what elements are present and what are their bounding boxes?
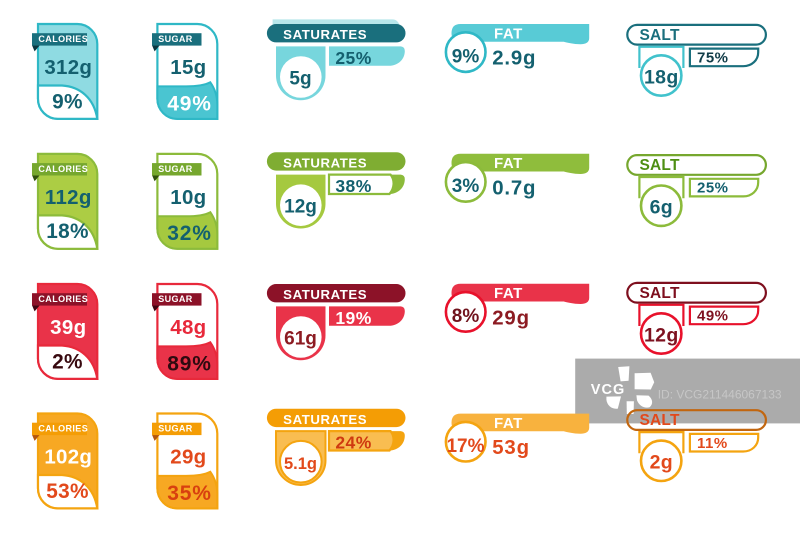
svg-text:35%: 35% bbox=[167, 482, 211, 505]
svg-text:312g: 312g bbox=[44, 56, 92, 79]
svg-text:5g: 5g bbox=[289, 69, 311, 90]
svg-text:12g: 12g bbox=[644, 324, 679, 346]
svg-text:11%: 11% bbox=[697, 435, 728, 452]
svg-text:61g: 61g bbox=[284, 329, 317, 350]
svg-text:SALT: SALT bbox=[640, 27, 680, 44]
svg-text:9%: 9% bbox=[52, 90, 83, 113]
svg-text:VCG: VCG bbox=[591, 382, 625, 398]
svg-text:ID: VCG211446067133: ID: VCG211446067133 bbox=[658, 388, 782, 402]
svg-text:2g: 2g bbox=[650, 452, 673, 474]
svg-text:2%: 2% bbox=[52, 350, 83, 373]
svg-text:CALORIES: CALORIES bbox=[38, 423, 88, 433]
svg-text:SUGAR: SUGAR bbox=[158, 423, 193, 433]
svg-text:0.7g: 0.7g bbox=[492, 177, 536, 199]
svg-text:SALT: SALT bbox=[640, 412, 680, 429]
svg-text:17%: 17% bbox=[446, 436, 484, 457]
svg-text:CALORIES: CALORIES bbox=[38, 294, 88, 304]
svg-text:18%: 18% bbox=[46, 220, 89, 243]
svg-text:CALORIES: CALORIES bbox=[38, 34, 88, 44]
svg-text:53g: 53g bbox=[492, 437, 530, 459]
svg-text:SUGAR: SUGAR bbox=[158, 164, 193, 174]
svg-text:24%: 24% bbox=[335, 433, 372, 453]
svg-text:38%: 38% bbox=[335, 176, 372, 196]
svg-text:SATURATES: SATURATES bbox=[283, 155, 367, 170]
svg-text:SALT: SALT bbox=[640, 157, 680, 174]
svg-text:89%: 89% bbox=[167, 352, 211, 375]
svg-text:SATURATES: SATURATES bbox=[283, 412, 367, 427]
svg-text:9%: 9% bbox=[452, 46, 480, 67]
svg-text:10g: 10g bbox=[170, 186, 206, 209]
svg-text:32%: 32% bbox=[167, 222, 211, 245]
svg-text:25%: 25% bbox=[335, 48, 372, 68]
svg-text:29g: 29g bbox=[492, 307, 530, 329]
svg-text:FAT: FAT bbox=[494, 155, 523, 172]
svg-text:2.9g: 2.9g bbox=[492, 48, 536, 70]
svg-text:SATURATES: SATURATES bbox=[283, 27, 367, 42]
svg-text:6g: 6g bbox=[650, 197, 673, 219]
svg-text:75%: 75% bbox=[697, 50, 729, 67]
svg-text:53%: 53% bbox=[46, 480, 89, 503]
svg-text:SUGAR: SUGAR bbox=[158, 34, 193, 44]
svg-text:FAT: FAT bbox=[494, 285, 523, 302]
svg-text:5.1g: 5.1g bbox=[284, 455, 317, 473]
svg-text:CALORIES: CALORIES bbox=[38, 164, 88, 174]
svg-text:29g: 29g bbox=[170, 445, 206, 468]
svg-text:12g: 12g bbox=[284, 197, 317, 218]
svg-text:19%: 19% bbox=[335, 308, 372, 328]
svg-text:49%: 49% bbox=[167, 92, 211, 115]
svg-text:8%: 8% bbox=[452, 306, 480, 327]
svg-text:48g: 48g bbox=[170, 316, 206, 339]
svg-text:SATURATES: SATURATES bbox=[283, 287, 367, 302]
svg-text:49%: 49% bbox=[697, 308, 729, 325]
svg-text:SUGAR: SUGAR bbox=[158, 294, 193, 304]
svg-text:FAT: FAT bbox=[494, 25, 523, 42]
svg-text:FAT: FAT bbox=[494, 415, 523, 432]
svg-text:18g: 18g bbox=[644, 66, 679, 88]
svg-text:112g: 112g bbox=[45, 186, 92, 209]
svg-text:SALT: SALT bbox=[640, 285, 680, 302]
svg-text:102g: 102g bbox=[44, 445, 92, 468]
svg-text:3%: 3% bbox=[452, 176, 480, 197]
svg-text:15g: 15g bbox=[170, 56, 206, 79]
svg-text:39g: 39g bbox=[50, 316, 86, 339]
svg-text:25%: 25% bbox=[697, 180, 729, 197]
